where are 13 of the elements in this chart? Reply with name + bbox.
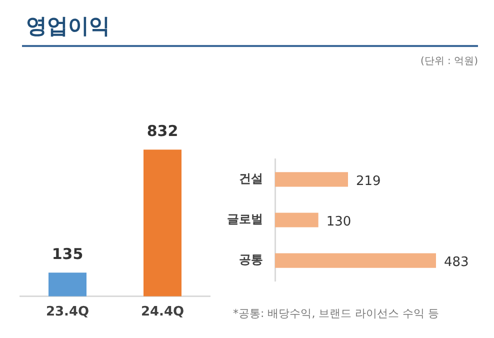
- y-tick-label: 건설: [239, 172, 263, 186]
- data-label: 483: [444, 254, 469, 270]
- y-tick-label: 공통: [239, 252, 263, 267]
- text: *공통: 배당수익, 브랜드 라이선스 수익 등: [233, 306, 440, 321]
- x-tick-label: 24.4Q: [140, 304, 184, 320]
- x-tick-label: 23.4Q: [46, 304, 90, 320]
- chart-title: 영업이익: [26, 13, 110, 40]
- data-label: 832: [146, 122, 178, 140]
- data-label: 135: [52, 244, 84, 263]
- data-label: 219: [356, 174, 381, 189]
- data-label: 130: [326, 214, 352, 230]
- y-tick-label: 글로벌: [227, 212, 263, 226]
- text: (단위 : 억원): [420, 55, 478, 68]
